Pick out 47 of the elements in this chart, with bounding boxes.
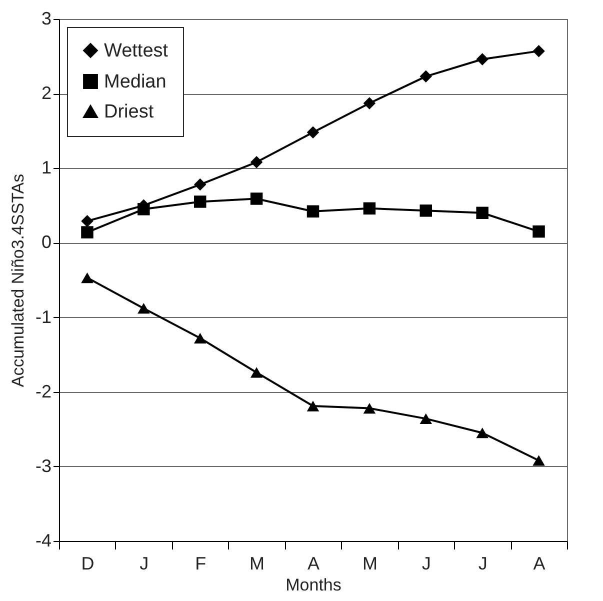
x-tick-label: J	[140, 554, 149, 574]
x-tick-label: J	[478, 554, 488, 574]
point	[363, 202, 376, 215]
y-tick-label: 1	[41, 158, 52, 178]
point	[250, 367, 263, 378]
x-tick-label: A	[533, 554, 546, 574]
point	[250, 156, 263, 168]
point	[363, 402, 376, 414]
legend-label: Median	[104, 72, 166, 92]
legend-label: Wettest	[104, 40, 169, 62]
x-axis-title: Months	[286, 576, 342, 594]
y-tick-label: -1	[35, 306, 52, 327]
y-tick-label: -2	[35, 381, 52, 402]
x-tick-label: M	[250, 554, 265, 574]
point	[81, 226, 94, 238]
y-axis-title: Accumulated Niño3.4SSTAs	[8, 174, 28, 388]
y-tick-label: 0	[41, 232, 52, 252]
point	[532, 225, 545, 238]
x-tick-label: M	[362, 554, 378, 574]
point	[420, 70, 432, 83]
legend-label: Driest	[104, 102, 154, 122]
point	[476, 53, 488, 66]
point	[194, 178, 206, 191]
point	[306, 400, 320, 412]
x-tick-label: A	[307, 554, 320, 574]
y-tick-label: 2	[41, 83, 52, 104]
y-tick-label: -4	[35, 530, 52, 550]
y-tick-label: 3	[41, 8, 52, 28]
point	[363, 97, 376, 110]
point	[81, 214, 94, 228]
point	[250, 192, 263, 205]
point	[476, 206, 488, 220]
point	[81, 272, 94, 284]
point	[138, 303, 150, 314]
point	[194, 332, 206, 344]
point	[476, 428, 488, 438]
y-tick-label: -3	[35, 456, 52, 476]
point	[420, 204, 432, 217]
point	[194, 196, 206, 208]
point	[532, 44, 545, 58]
point	[420, 413, 432, 424]
x-tick-label: J	[422, 554, 431, 574]
x-tick-label: F	[195, 554, 206, 574]
point	[306, 205, 320, 218]
point	[306, 126, 320, 138]
x-tick-label: D	[81, 554, 94, 574]
point	[532, 455, 545, 466]
